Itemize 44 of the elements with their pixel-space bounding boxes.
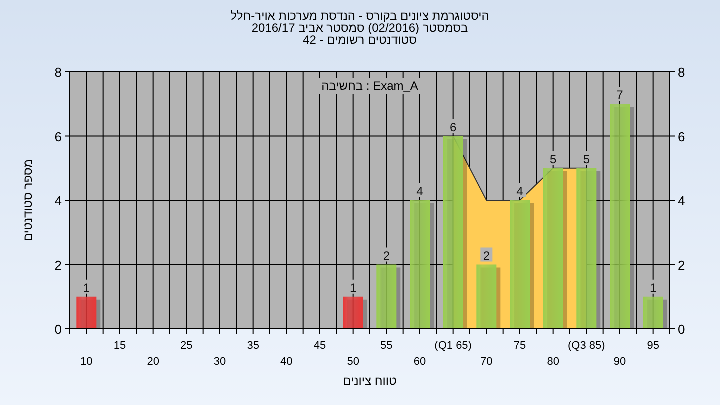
- x-tick-label: 55: [380, 340, 393, 352]
- y2-tick-label: 4: [678, 194, 686, 208]
- data-label: 4: [516, 184, 524, 198]
- annotation: Exam_A : בחשיבה: [322, 79, 418, 93]
- y2-tick-label: 8: [678, 65, 686, 80]
- data-label: 1: [650, 280, 657, 295]
- x-tick-label: 60: [414, 356, 426, 368]
- x-tick-label: 35: [247, 340, 260, 352]
- data-label: 7: [616, 88, 624, 102]
- y-tick-label: 8: [54, 65, 62, 80]
- x-tick-label: (Q1 65): [434, 340, 472, 352]
- y2-tick-label: 0: [678, 322, 686, 337]
- x-tick-label: 80: [547, 356, 560, 368]
- data-label: 4: [416, 184, 424, 198]
- data-label: 6: [450, 120, 457, 134]
- y2-tick-label: 6: [678, 129, 686, 144]
- data-label: 5: [583, 152, 590, 166]
- x-axis-title: טווח ציונים: [343, 374, 398, 388]
- x-tick-label: 70: [480, 356, 493, 368]
- x-tick-label: 30: [214, 356, 226, 368]
- data-label: 1: [350, 280, 357, 295]
- y2-tick-label: 2: [678, 258, 686, 273]
- data-label: 2: [483, 248, 490, 263]
- y-tick-label: 6: [54, 129, 62, 144]
- x-tick-label: 20: [147, 356, 160, 368]
- chart-title: היסטוגרמת ציונים בקורס - הנדסת מערכות אויר-חלל: [230, 9, 490, 23]
- x-tick-label: 75: [514, 340, 526, 352]
- x-tick-label: 10: [80, 356, 93, 368]
- data-label: 1: [83, 280, 90, 295]
- y-tick-label: 2: [54, 258, 62, 273]
- y-tick-label: 0: [54, 322, 62, 337]
- x-tick-label: 15: [114, 340, 126, 352]
- x-tick-label: (Q3 85): [568, 340, 606, 352]
- data-label: 5: [550, 152, 557, 166]
- x-tick-label: 90: [614, 356, 626, 368]
- x-tick-label: 45: [314, 340, 326, 352]
- data-label: 2: [383, 248, 390, 263]
- y-axis-title: מספר סטודנטים: [21, 159, 35, 242]
- y-tick-label: 4: [54, 194, 62, 208]
- x-tick-label: 50: [347, 356, 360, 368]
- x-tick-label: 95: [647, 340, 660, 352]
- x-tick-label: 25: [180, 340, 193, 352]
- chart-subtitle: בסמסטר (02/2016) סמסטר אביב 2016/17 סטודנטים רשומים - 42: [252, 21, 468, 47]
- x-tick-label: 40: [280, 356, 293, 368]
